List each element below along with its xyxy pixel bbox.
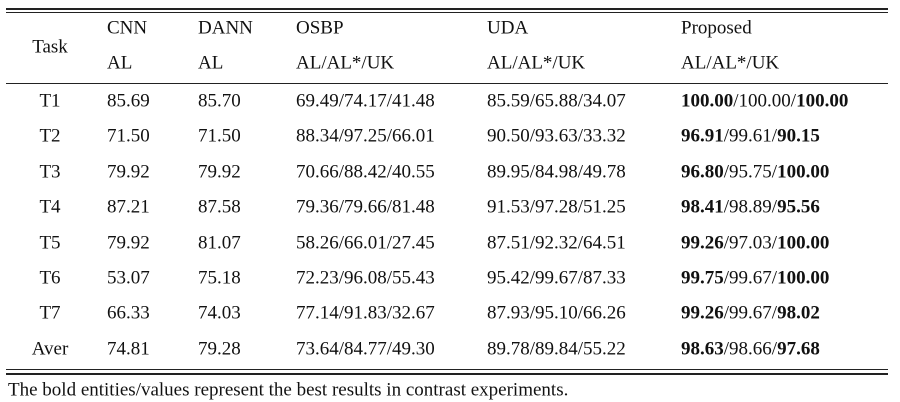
- proposed-cell: 99.26/99.67/98.02: [681, 304, 820, 323]
- value-cell: 69.49/74.17/41.48: [296, 90, 435, 112]
- column-header: UDA: [487, 17, 529, 39]
- value-cell: 79.92: [107, 232, 150, 254]
- value-cell: 73.64/84.77/49.30: [296, 338, 435, 360]
- column-header: DANN: [198, 17, 253, 39]
- value-cell: 74.03: [198, 302, 241, 324]
- best-value: 100.00: [796, 90, 849, 112]
- value-cell: 88.34/97.25/66.01: [296, 125, 435, 147]
- best-value: 96.91: [681, 125, 724, 147]
- task-cell: T3: [39, 161, 61, 183]
- top-rule: [6, 8, 888, 10]
- best-value: 95.56: [777, 196, 820, 218]
- value-text: /99.67/: [723, 302, 778, 324]
- value-cell: 72.23/96.08/55.43: [296, 267, 435, 289]
- value-text: /97.03/: [723, 232, 778, 254]
- value-cell: 87.58: [198, 196, 241, 218]
- bottom-rule: [6, 373, 888, 375]
- proposed-cell: 99.26/97.03/100.00: [681, 233, 829, 252]
- value-cell: 85.69: [107, 90, 150, 112]
- best-value: 99.26: [681, 232, 724, 254]
- value-cell: 75.18: [198, 267, 241, 289]
- column-subheader: AL/AL*/UK: [296, 52, 395, 74]
- value-cell: 79.28: [198, 338, 241, 360]
- best-value: 98.02: [777, 302, 820, 324]
- column-subheader: AL/AL*/UK: [681, 52, 780, 74]
- footnote: The bold entities/values represent the b…: [8, 379, 569, 401]
- header-task: Task: [32, 36, 68, 58]
- value-text: /95.75/: [723, 161, 778, 183]
- value-cell: 90.50/93.63/33.32: [487, 125, 626, 147]
- column-header: OSBP: [296, 17, 344, 39]
- proposed-cell: 96.91/99.61/90.15: [681, 127, 820, 146]
- value-cell: 85.70: [198, 90, 241, 112]
- task-cell: T1: [39, 90, 61, 112]
- value-cell: 77.14/91.83/32.67: [296, 302, 435, 324]
- value-text: /100.00/: [733, 90, 797, 112]
- task-cell: T4: [39, 196, 61, 218]
- best-value: 98.63: [681, 338, 724, 360]
- column-subheader: AL: [198, 52, 224, 74]
- value-cell: 91.53/97.28/51.25: [487, 196, 626, 218]
- column-subheader: AL: [107, 52, 133, 74]
- value-cell: 85.59/65.88/34.07: [487, 90, 626, 112]
- value-cell: 89.78/89.84/55.22: [487, 338, 626, 360]
- column-subheader: AL/AL*/UK: [487, 52, 586, 74]
- best-value: 99.26: [681, 302, 724, 324]
- value-cell: 70.66/88.42/40.55: [296, 161, 435, 183]
- proposed-cell: 100.00/100.00/100.00: [681, 92, 848, 111]
- value-cell: 81.07: [198, 232, 241, 254]
- value-cell: 79.36/79.66/81.48: [296, 196, 435, 218]
- value-text: /98.66/: [723, 338, 778, 360]
- value-text: /98.89/: [723, 196, 778, 218]
- value-cell: 79.92: [198, 161, 241, 183]
- column-header: CNN: [107, 17, 148, 39]
- value-cell: 87.21: [107, 196, 150, 218]
- best-value: 99.75: [681, 267, 724, 289]
- task-cell: T7: [39, 302, 61, 324]
- best-value: 90.15: [777, 125, 820, 147]
- best-value: 100.00: [777, 267, 830, 289]
- task-cell: Aver: [31, 338, 69, 360]
- proposed-cell: 96.80/95.75/100.00: [681, 162, 829, 181]
- value-cell: 79.92: [107, 161, 150, 183]
- value-cell: 87.93/95.10/66.26: [487, 302, 626, 324]
- value-cell: 95.42/99.67/87.33: [487, 267, 626, 289]
- task-cell: T6: [39, 267, 61, 289]
- header-rule: [6, 83, 888, 84]
- best-value: 100.00: [681, 90, 734, 112]
- value-cell: 53.07: [107, 267, 150, 289]
- top-rule: [6, 12, 888, 13]
- task-cell: T5: [39, 232, 61, 254]
- proposed-cell: 98.41/98.89/95.56: [681, 198, 820, 217]
- proposed-cell: 98.63/98.66/97.68: [681, 339, 820, 358]
- value-cell: 89.95/84.98/49.78: [487, 161, 626, 183]
- proposed-cell: 99.75/99.67/100.00: [681, 269, 829, 288]
- value-text: /99.67/: [723, 267, 778, 289]
- best-value: 97.68: [777, 338, 820, 360]
- best-value: 96.80: [681, 161, 724, 183]
- value-cell: 74.81: [107, 338, 150, 360]
- column-header: Proposed: [681, 17, 752, 39]
- task-cell: T2: [39, 125, 61, 147]
- bottom-rule: [6, 369, 888, 370]
- best-value: 100.00: [777, 232, 830, 254]
- value-cell: 58.26/66.01/27.45: [296, 232, 435, 254]
- best-value: 100.00: [777, 161, 830, 183]
- value-cell: 66.33: [107, 302, 150, 324]
- value-text: /99.61/: [723, 125, 778, 147]
- best-value: 98.41: [681, 196, 724, 218]
- value-cell: 71.50: [198, 125, 241, 147]
- value-cell: 87.51/92.32/64.51: [487, 232, 626, 254]
- value-cell: 71.50: [107, 125, 150, 147]
